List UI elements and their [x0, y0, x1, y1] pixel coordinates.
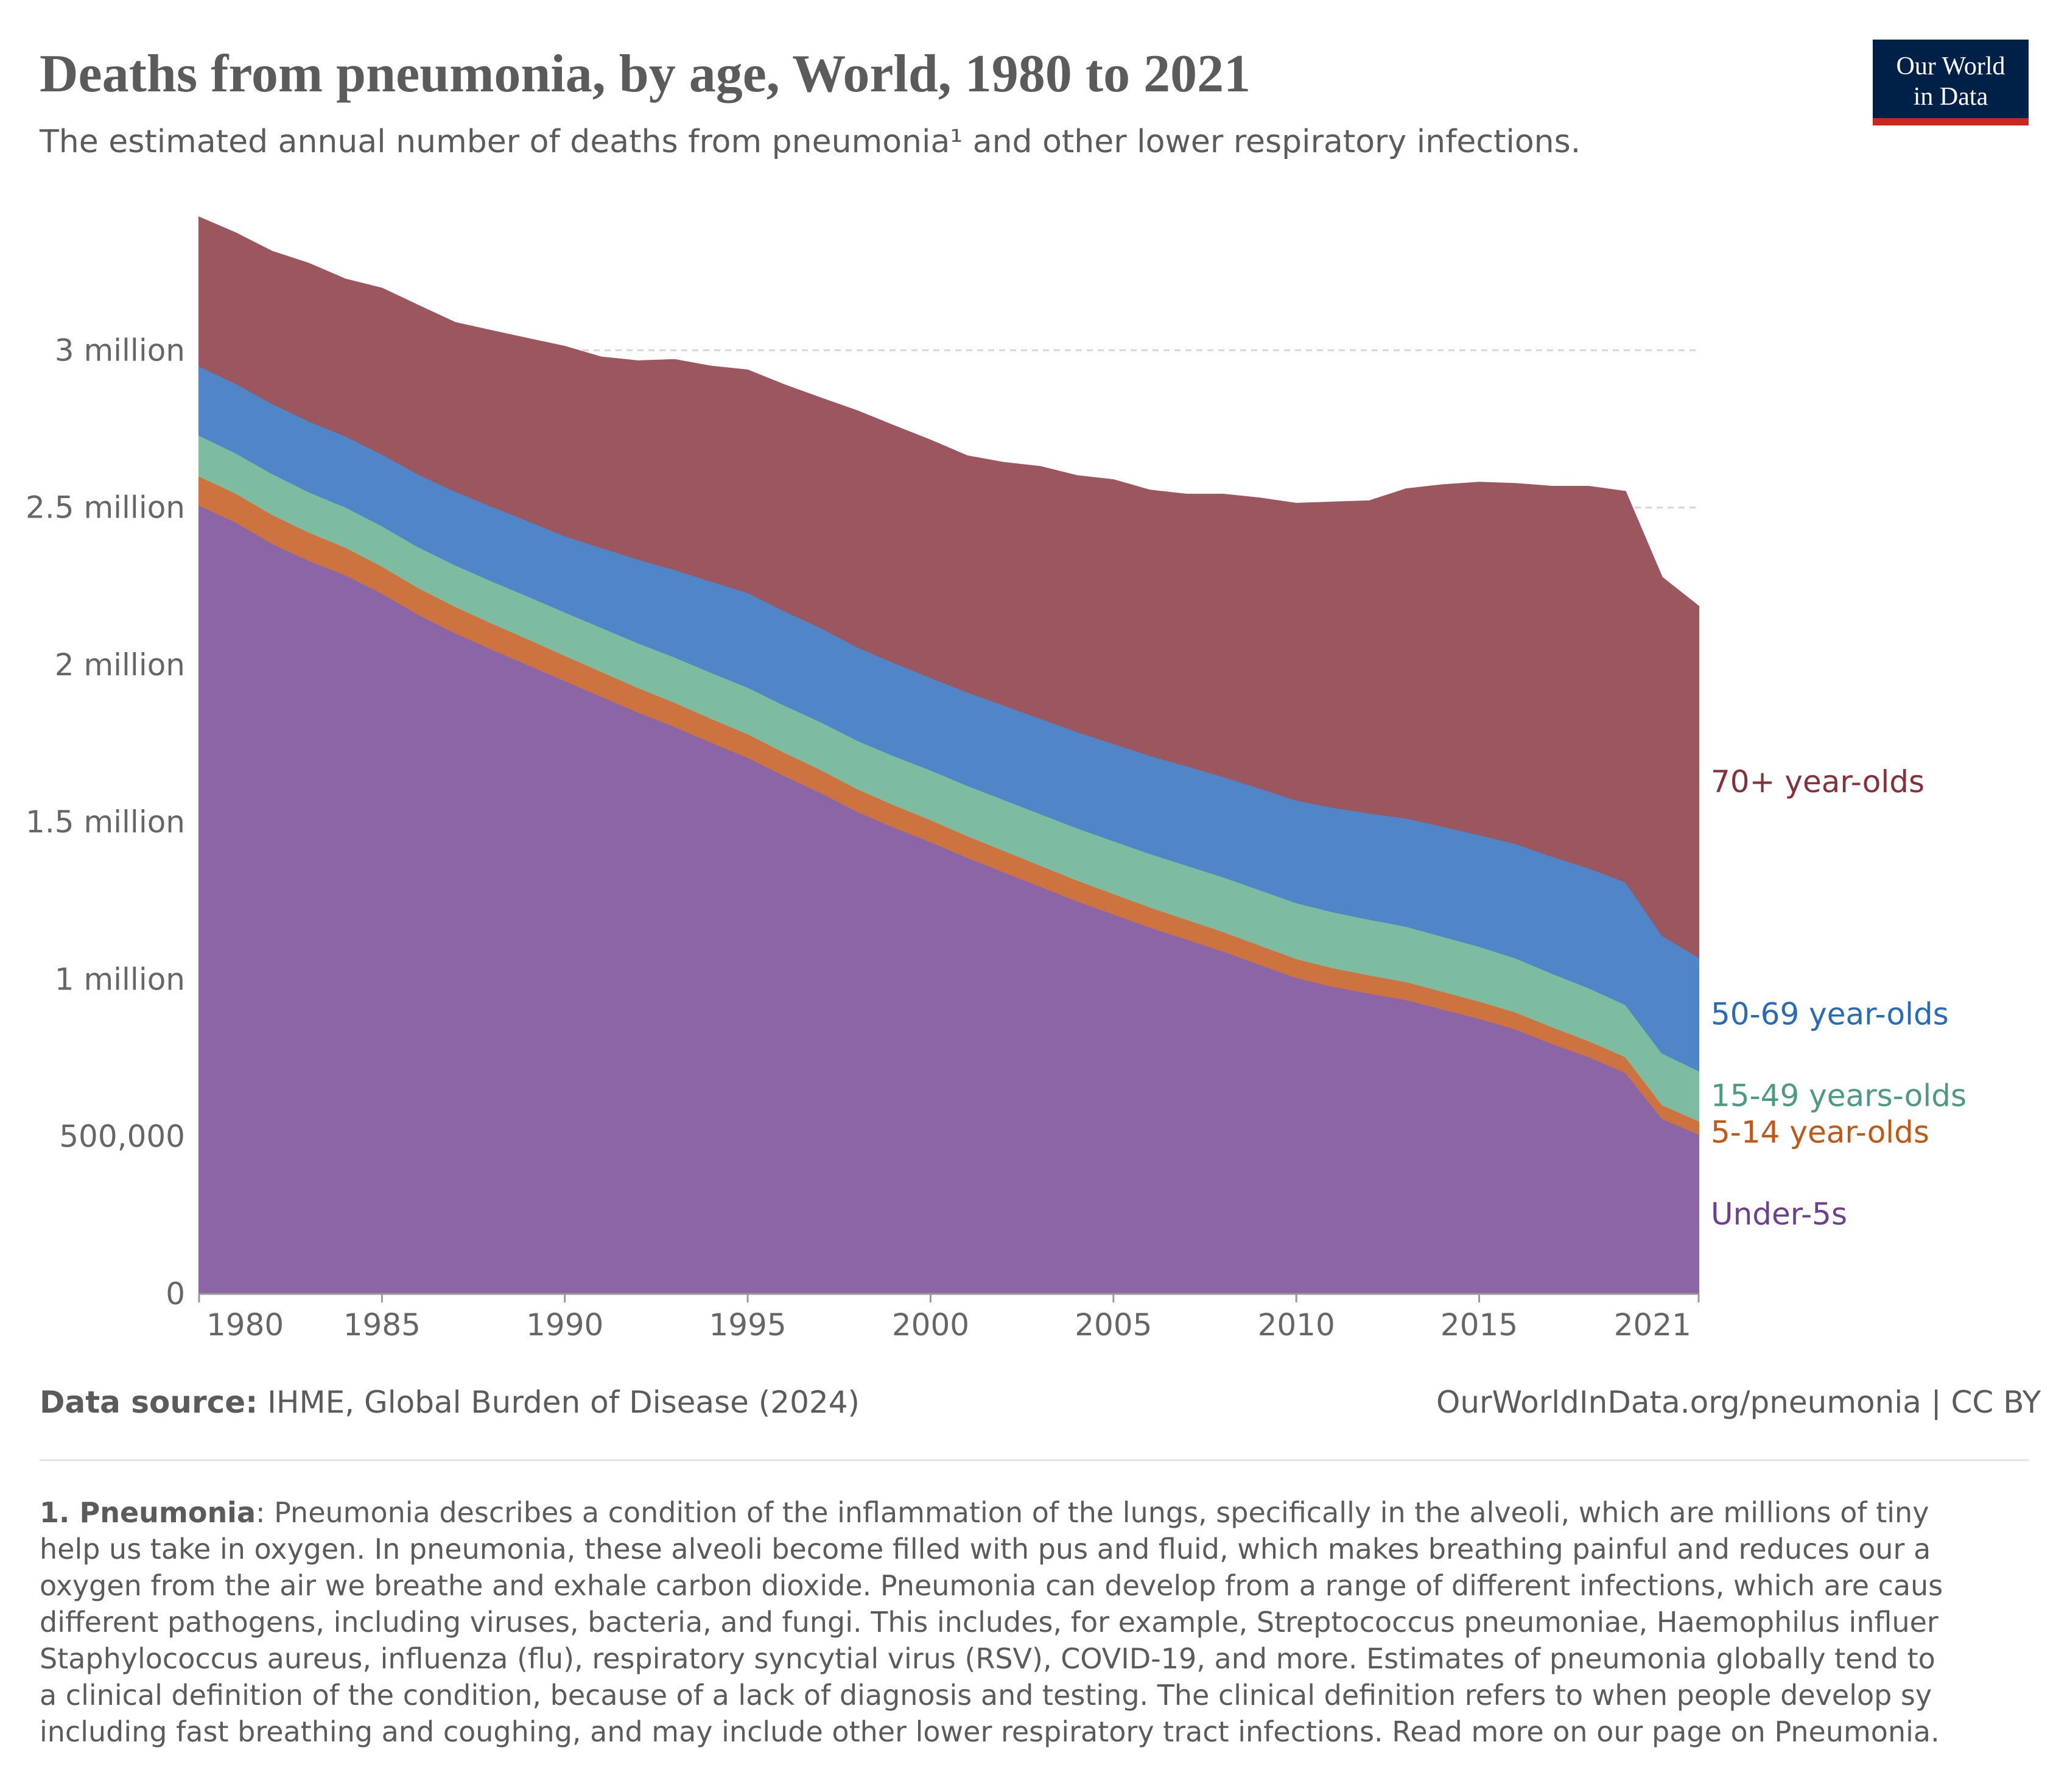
- x-tick-label: 2015: [1440, 1307, 1518, 1343]
- x-tick-label: 1980: [206, 1307, 284, 1343]
- logo: Our World in Data: [1873, 40, 2029, 125]
- y-tick-label: 2 million: [55, 647, 185, 683]
- source-label: Data source:: [40, 1385, 258, 1420]
- series-label: 15-49 years-olds: [1711, 1078, 1966, 1114]
- y-tick-label: 1.5 million: [26, 804, 185, 840]
- logo-box: [1873, 40, 2029, 125]
- logo-text: Our World: [1896, 52, 2005, 80]
- series-label: 5-14 year-olds: [1711, 1115, 1929, 1150]
- chart-title: Deaths from pneumonia, by age, World, 19…: [40, 44, 1251, 104]
- footnote-line: a clinical definition of the condition, …: [40, 1679, 1932, 1712]
- x-tick-label: 2021: [1614, 1307, 1691, 1343]
- x-tick-label: 2005: [1075, 1307, 1152, 1343]
- footnote-line: Staphylococcus aureus, influenza (flu), …: [40, 1642, 1935, 1675]
- x-tick-label: 2000: [892, 1307, 969, 1343]
- x-tick-label: 1990: [526, 1307, 603, 1343]
- footnote-line: oxygen from the air we breathe and exhal…: [40, 1569, 1943, 1602]
- series-label: Under-5s: [1711, 1196, 1847, 1232]
- y-tick-label: 2.5 million: [26, 490, 185, 525]
- y-tick-label: 500,000: [59, 1119, 185, 1154]
- x-tick-label: 2010: [1258, 1307, 1335, 1343]
- footnote-text: : Pneumonia describes a condition of the…: [256, 1496, 1929, 1529]
- footnote-text: different pathogens, including viruses, …: [40, 1606, 1938, 1639]
- source-text: IHME, Global Burden of Disease (2024): [267, 1385, 860, 1420]
- series-label: 50-69 year-olds: [1711, 996, 1949, 1031]
- logo-text: in Data: [1914, 83, 1988, 111]
- footnote-text: a clinical definition of the condition, …: [40, 1679, 1932, 1712]
- footnote-term: 1. Pneumonia: [40, 1496, 256, 1529]
- logo-bar: [1873, 118, 2029, 125]
- series-label: 70+ year-olds: [1711, 764, 1924, 799]
- area: [198, 216, 1699, 959]
- footnote-line: different pathogens, including viruses, …: [40, 1606, 1938, 1639]
- footnote-text: including fast breathing and coughing, a…: [40, 1715, 1940, 1748]
- y-tick-label: 1 million: [55, 961, 185, 997]
- url: OurWorldInData.org/pneumonia | CC BY: [1436, 1385, 2041, 1420]
- footnote-line: help us take in oxygen. In pneumonia, th…: [40, 1533, 1931, 1565]
- source: Data source: IHME, Global Burden of Dise…: [40, 1385, 860, 1420]
- plot: 0 500,000 1 million 1.5 million 2 million 2.5…: [26, 216, 1966, 1343]
- footnote-text: Staphylococcus aureus, influenza (flu), …: [40, 1642, 1935, 1675]
- y-tick-label: 0: [166, 1276, 185, 1312]
- footnote-text: oxygen from the air we breathe and exhal…: [40, 1569, 1943, 1602]
- x-tick-label: 1995: [709, 1307, 786, 1343]
- chart-subtitle: The estimated annual number of deaths fr…: [39, 124, 1581, 160]
- footnote: 1. Pneumonia: Pneumonia describes a cond…: [40, 1496, 1943, 1748]
- footnote-line: including fast breathing and coughing, a…: [40, 1715, 1940, 1748]
- x-tick-label: 1985: [343, 1307, 421, 1343]
- footnote-text: help us take in oxygen. In pneumonia, th…: [40, 1533, 1931, 1565]
- y-tick-label: 3 million: [55, 332, 185, 368]
- footnote-line: 1. Pneumonia: Pneumonia describes a cond…: [40, 1496, 1929, 1529]
